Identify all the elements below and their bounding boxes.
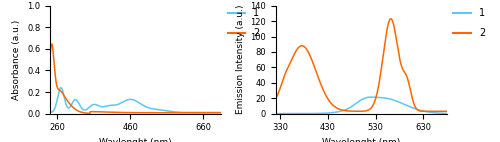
Legend: 1, 2: 1, 2 [228,8,260,38]
Y-axis label: Emission Intensity (a.u.): Emission Intensity (a.u.) [236,5,244,114]
X-axis label: Wavelenght (nm): Wavelenght (nm) [322,138,400,142]
Legend: 1, 2: 1, 2 [454,8,485,38]
X-axis label: Wavlenght (nm): Wavlenght (nm) [100,138,172,142]
Y-axis label: Absorbance (a.u.): Absorbance (a.u.) [12,19,22,100]
